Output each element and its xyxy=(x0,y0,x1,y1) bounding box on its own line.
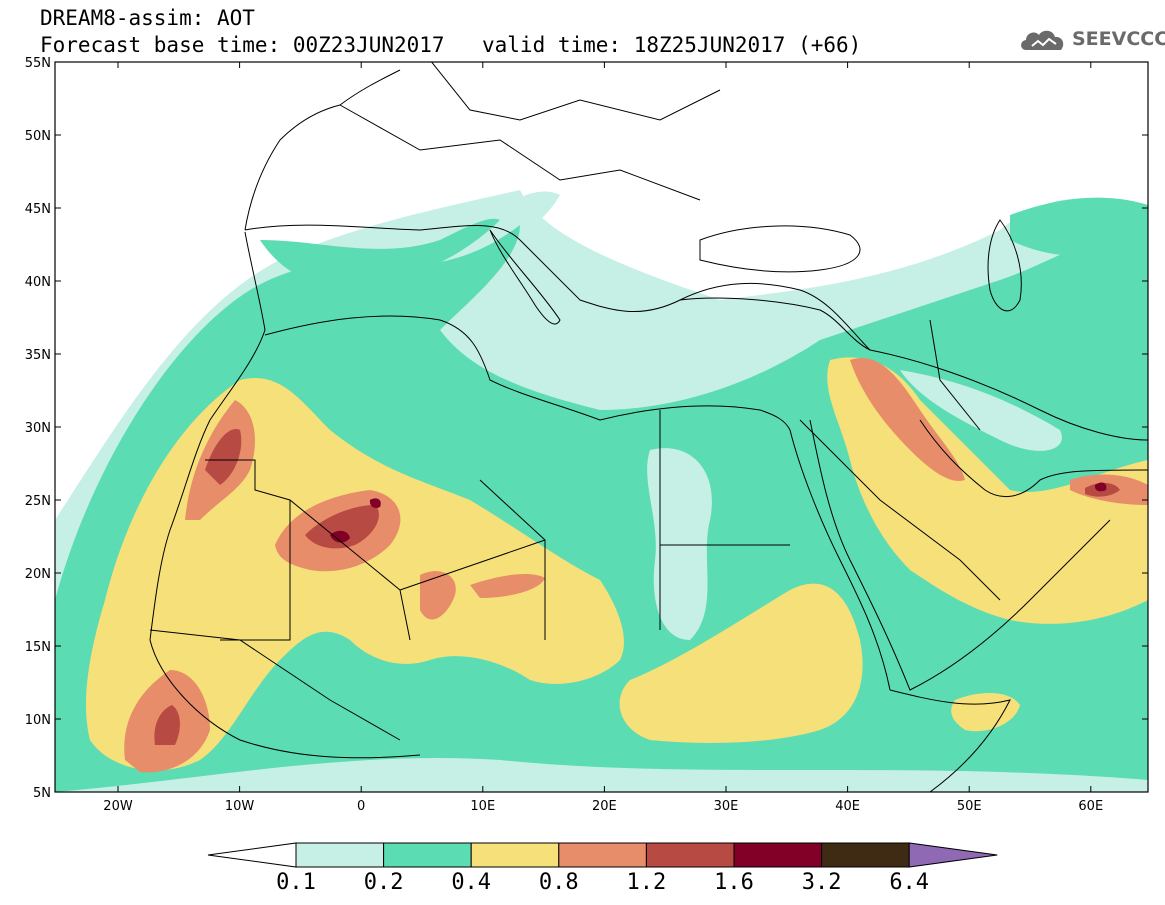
field-level-5 xyxy=(205,429,242,485)
field-level-6b xyxy=(369,498,381,509)
aot-field xyxy=(55,190,1148,792)
colorbar-swatch xyxy=(821,842,910,868)
forecast-base-time: Forecast base time: 00Z23JUN2017 xyxy=(40,33,445,57)
coastline-red-sea xyxy=(789,429,891,691)
lon-label: 40E xyxy=(835,799,860,814)
lon-label: 10E xyxy=(470,799,495,814)
coastline-arabia xyxy=(809,419,1111,691)
border-niger xyxy=(399,539,546,591)
colorbar-label: 1.6 xyxy=(714,870,754,895)
lat-label: 55N xyxy=(25,56,51,71)
field-level-1b xyxy=(455,191,560,265)
field-patch-cyan-b xyxy=(900,370,1062,451)
field-level-6c xyxy=(1094,482,1107,492)
field-level-5d xyxy=(154,705,180,745)
border-west-africa xyxy=(149,629,401,741)
lat-label: 30N xyxy=(25,421,51,436)
lat-label: 20N xyxy=(25,567,51,582)
lat-label: 5N xyxy=(33,786,51,801)
valid-time: valid time: 18Z25JUN2017 (+66) xyxy=(482,33,862,57)
border-sahara-1 xyxy=(205,459,411,641)
colorbar-label: 3.2 xyxy=(801,870,842,895)
coastline-europe-west xyxy=(244,69,401,231)
field-patch-cyan xyxy=(647,448,712,640)
cloud-logo-icon xyxy=(1021,30,1064,50)
border-europe-1 xyxy=(339,104,701,201)
coastline-horn xyxy=(889,689,1011,792)
lat-label: 40N xyxy=(25,275,51,290)
colorbar-swatch xyxy=(295,842,385,868)
lon-label: 50E xyxy=(957,799,982,814)
latitude-ticks: 55N 50N 45N 40N 35N 30N 25N 20N 15N 10N 5N xyxy=(25,56,1148,801)
coastline-africa-west xyxy=(149,231,421,759)
coastline-caspian xyxy=(987,219,1022,312)
coastline-italy xyxy=(489,229,561,325)
coastline-mediterranean-south xyxy=(264,315,791,431)
field-level-3b xyxy=(619,583,863,743)
coastline-anatolia xyxy=(679,297,871,351)
field-level-3d xyxy=(951,693,1020,732)
field-level-6 xyxy=(330,530,350,543)
lat-label: 10N xyxy=(25,713,51,728)
colorbar-swatch xyxy=(558,842,647,868)
lat-label: 15N xyxy=(25,640,51,655)
lon-label: 20W xyxy=(103,799,133,814)
colorbar-swatch xyxy=(733,842,823,868)
field-level-2c xyxy=(1010,197,1148,257)
lat-label: 50N xyxy=(25,129,51,144)
border-sahara-2 xyxy=(220,500,291,641)
lat-label: 45N xyxy=(25,202,51,217)
colorbar xyxy=(207,842,998,868)
lat-label: 35N xyxy=(25,348,51,363)
border-iran xyxy=(929,319,981,431)
colorbar-swatch xyxy=(383,842,472,868)
border-europe-2 xyxy=(430,62,721,121)
field-level-5b xyxy=(305,505,379,549)
colorbar-under xyxy=(207,842,297,868)
colorbar-over xyxy=(908,842,998,868)
lon-label: 0 xyxy=(357,799,365,814)
colorbar-swatch xyxy=(645,842,735,868)
lat-label: 25N xyxy=(25,494,51,509)
coastline-gulf xyxy=(919,419,1148,498)
colorbar-label: 0.2 xyxy=(363,870,404,895)
colorbar-label: 0.1 xyxy=(276,870,316,895)
logo-text: SEEVCCC xyxy=(1072,28,1165,50)
field-level-2b xyxy=(260,218,500,286)
lon-label: 20E xyxy=(592,799,617,814)
field-level-4f xyxy=(420,571,456,620)
coastline-black-sea xyxy=(699,225,861,273)
coastline-persia xyxy=(869,349,1148,441)
field-level-4g xyxy=(470,574,545,598)
colorbar-label: 1.2 xyxy=(626,870,667,895)
coastlines xyxy=(149,62,1148,792)
field-level-4d xyxy=(850,358,965,481)
longitude-ticks: 20W 10W 0 10E 20E 30E 40E 50E 60E xyxy=(103,62,1103,814)
colorbar-label: 0.8 xyxy=(538,870,579,895)
lon-label: 60E xyxy=(1078,799,1103,814)
coastline-europe-south xyxy=(244,224,871,351)
lon-label: 10W xyxy=(225,799,255,814)
lon-label: 30E xyxy=(714,799,739,814)
border-arabia xyxy=(799,419,1001,601)
colorbar-swatch xyxy=(470,842,560,868)
map-title: DREAM8-assim: AOT xyxy=(40,6,255,30)
colorbar-label: 6.4 xyxy=(889,870,930,895)
colorbar-label: 0.4 xyxy=(451,870,492,895)
